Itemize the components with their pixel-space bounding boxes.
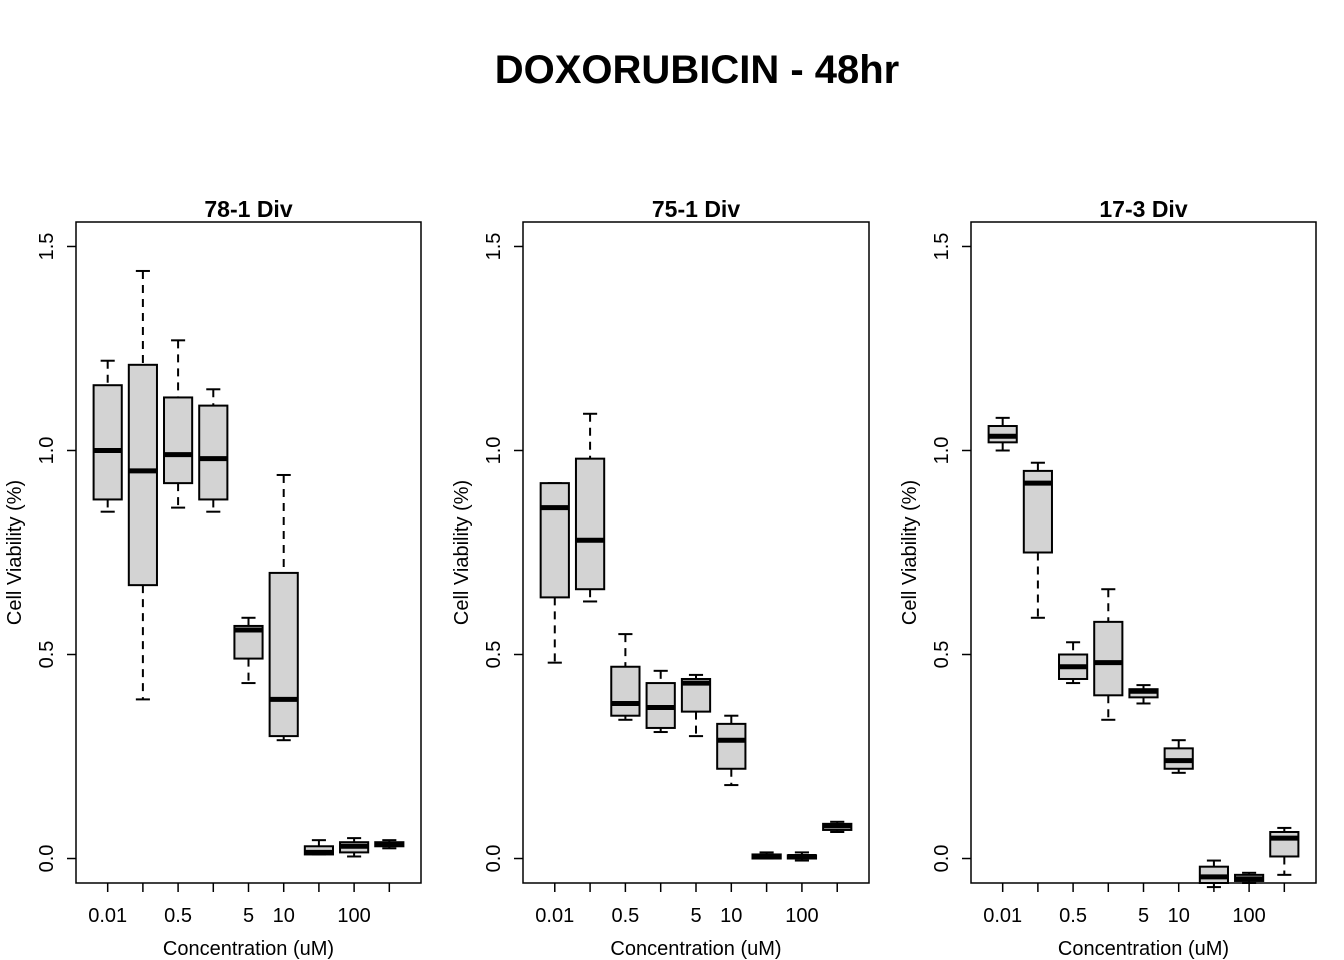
y-tick-label: 0.5 xyxy=(483,641,505,669)
x-tick-label: 0.01 xyxy=(983,905,1022,927)
y-tick-label: 0.5 xyxy=(931,641,953,669)
box-7 xyxy=(303,839,334,856)
x-tick-label: 100 xyxy=(1232,905,1265,927)
iqr-box xyxy=(163,396,194,485)
box-8 xyxy=(786,851,818,862)
iqr-box xyxy=(716,722,747,770)
x-tick-label: 5 xyxy=(690,905,701,927)
iqr-box xyxy=(92,384,123,501)
y-tick-label: 1.5 xyxy=(931,233,953,261)
box-4 xyxy=(198,388,229,513)
y-tick-label: 0.0 xyxy=(36,845,58,873)
plot-frame xyxy=(522,221,870,884)
box-8 xyxy=(1234,871,1265,884)
iqr-box xyxy=(127,363,158,587)
box-1 xyxy=(92,359,123,513)
plot-frame xyxy=(970,221,1317,884)
y-tick-label: 1.0 xyxy=(483,437,505,465)
x-tick-label: 10 xyxy=(273,905,295,927)
iqr-box xyxy=(610,665,641,717)
plot-frame xyxy=(75,221,422,884)
y-axis-label: Cell Viability (%) xyxy=(451,480,473,625)
iqr-box xyxy=(574,457,606,591)
box-2 xyxy=(1022,461,1053,619)
y-tick-label: 1.5 xyxy=(483,233,505,261)
box-3 xyxy=(610,633,641,721)
panel-1: 78-1 Div 0.0 0.5 1.0 1.5 Cell Viability (%) 0.… xyxy=(4,196,422,960)
main-title: DOXORUBICIN - 48hr xyxy=(494,48,900,92)
box-4 xyxy=(645,669,676,734)
panel-title: 78-1 Div xyxy=(204,196,292,222)
box-7 xyxy=(751,851,782,860)
panel-title: 75-1 Div xyxy=(652,196,740,222)
iqr-box xyxy=(1093,620,1124,697)
y-tick-label: 1.0 xyxy=(36,437,58,465)
box-3 xyxy=(1058,641,1089,685)
x-tick-label: 5 xyxy=(1138,905,1149,927)
x-tick-label: 100 xyxy=(785,905,818,927)
box-8 xyxy=(339,837,370,858)
x-tick-label: 100 xyxy=(337,905,370,927)
box-9 xyxy=(374,839,405,850)
box-2 xyxy=(127,269,158,701)
iqr-box xyxy=(198,404,229,501)
box-1 xyxy=(539,482,570,664)
panel-title: 17-3 Div xyxy=(1099,196,1187,222)
x-tick-label: 10 xyxy=(1168,905,1190,927)
box-6 xyxy=(716,714,747,787)
box-5 xyxy=(680,673,712,738)
box-3 xyxy=(163,339,194,509)
x-axis-label: Concentration (uM) xyxy=(163,938,334,960)
y-tick-label: 0.5 xyxy=(36,641,58,669)
panel-2: 75-1 Div 0.0 0.5 1.0 1.5 Cell Viability (%) 0.… xyxy=(451,196,870,960)
x-axis-label: Concentration (uM) xyxy=(1058,938,1229,960)
box-6 xyxy=(1163,739,1194,774)
x-tick-label: 0.5 xyxy=(1059,905,1087,927)
box-5 xyxy=(233,616,264,685)
box-6 xyxy=(268,473,299,742)
x-tick-label: 0.01 xyxy=(535,905,574,927)
box-1 xyxy=(987,416,1018,452)
box-2 xyxy=(574,412,606,603)
y-tick-label: 1.0 xyxy=(931,437,953,465)
box-9 xyxy=(822,820,853,833)
x-tick-label: 5 xyxy=(243,905,254,927)
panel-3: 17-3 Div 0.0 0.5 1.0 1.5 Cell Viability (%) 0.… xyxy=(899,196,1317,960)
x-tick-label: 0.5 xyxy=(164,905,192,927)
y-axis-label: Cell Viability (%) xyxy=(899,480,921,625)
y-axis-label: Cell Viability (%) xyxy=(4,480,26,625)
box-7 xyxy=(1198,859,1229,889)
box-9 xyxy=(1269,826,1300,876)
box-5 xyxy=(1128,684,1159,705)
x-axis-label: Concentration (uM) xyxy=(610,938,781,960)
iqr-box xyxy=(539,482,570,599)
x-tick-label: 0.01 xyxy=(88,905,127,927)
iqr-box xyxy=(268,571,299,738)
y-tick-label: 0.0 xyxy=(931,845,953,873)
box-4 xyxy=(1093,588,1124,721)
y-tick-label: 1.5 xyxy=(36,233,58,261)
x-tick-label: 10 xyxy=(720,905,742,927)
y-tick-label: 0.0 xyxy=(483,845,505,873)
x-tick-label: 0.5 xyxy=(611,905,639,927)
